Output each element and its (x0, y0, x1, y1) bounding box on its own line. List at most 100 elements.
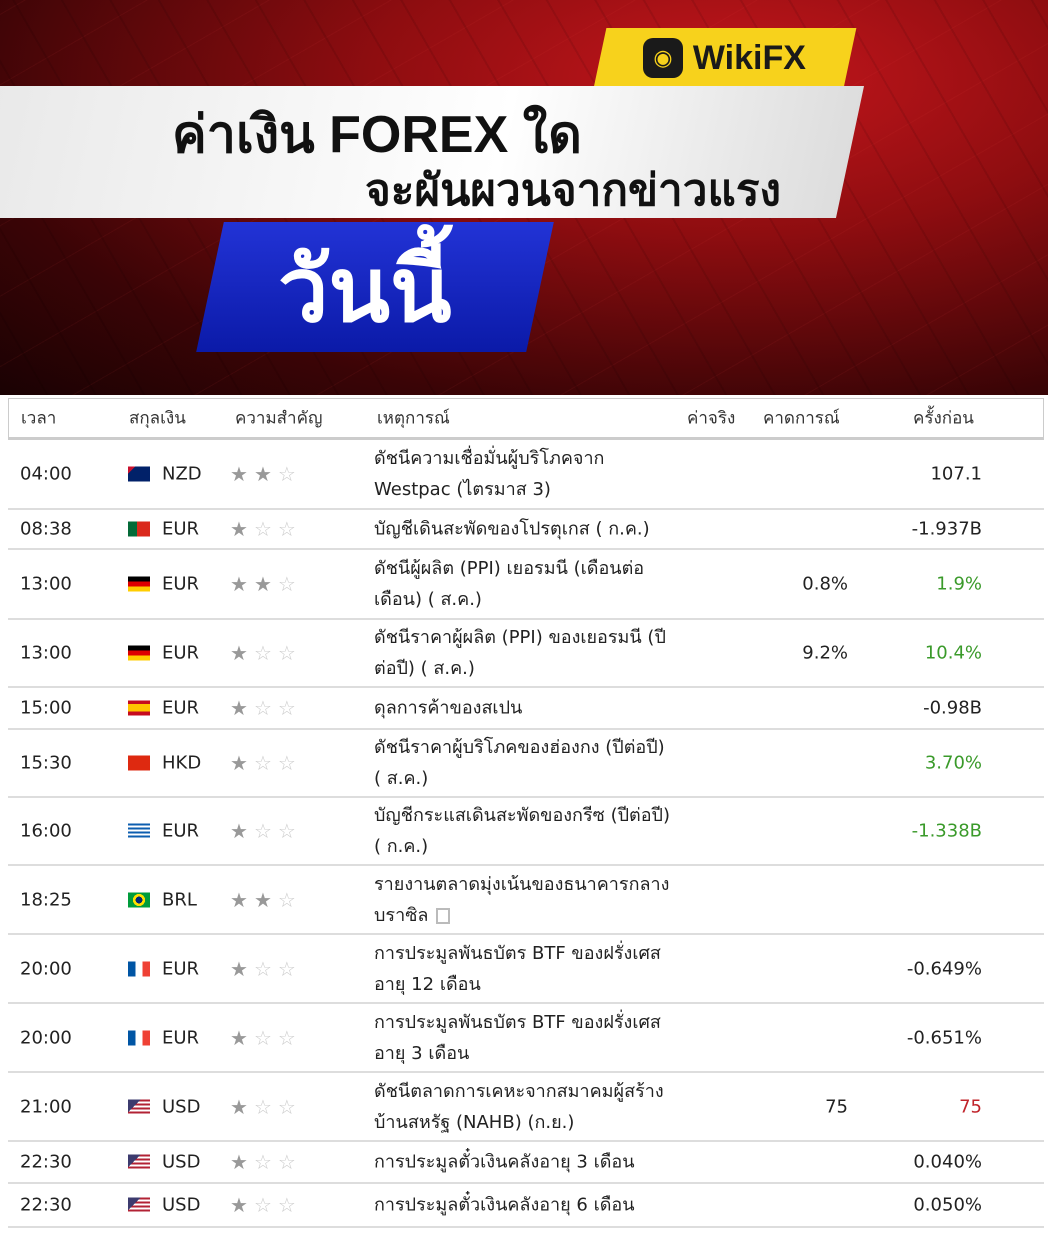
table-row[interactable]: 15:30 HKD ★☆☆ ดัชนีราคาผู้บริโภคของฮ่องก… (8, 730, 1044, 798)
previous-value: 10.4% (924, 642, 982, 664)
header-time: เวลา (21, 408, 57, 429)
banner-title-line2: จะผันผวนจากข่าวแรง (365, 166, 781, 215)
star-empty-icon: ☆ (277, 956, 302, 981)
importance-stars: ★☆☆ (230, 641, 302, 665)
star-empty-icon: ☆ (277, 1193, 302, 1217)
star-empty-icon: ☆ (253, 819, 278, 843)
table-row[interactable]: 22:30 USD ★☆☆ การประมูลตั๋วเงินคลังอายุ … (8, 1142, 1044, 1184)
event-text: การประมูลตั๋วเงินคลังอายุ 3 เดือน (374, 1151, 635, 1173)
event-time: 20:00 (20, 1027, 72, 1048)
document-icon[interactable] (436, 907, 451, 924)
table-row[interactable]: 16:00 EUR ★☆☆ บัญชีกระแสเดินสะพัดของกรีซ… (8, 798, 1044, 866)
table-row[interactable]: 20:00 EUR ★☆☆ การประมูลพันธบัตร BTF ของฝ… (8, 1004, 1044, 1073)
event-name[interactable]: รายงานตลาดมุ่งเน้นของธนาคารกลางบราซิล (374, 869, 674, 931)
flag-nz-icon (128, 466, 150, 482)
star-empty-icon: ☆ (253, 956, 278, 981)
forecast-value: 75 (825, 1096, 848, 1117)
event-name[interactable]: บัญชีกระแสเดินสะพัดของกรีซ (ปีต่อปี) ( ก… (374, 800, 674, 862)
star-filled-icon: ★ (230, 1193, 254, 1217)
star-empty-icon: ☆ (277, 1025, 302, 1050)
currency-code: EUR (162, 958, 200, 979)
table-row[interactable]: 22:30 USD ★☆☆ การประมูลตั๋วเงินคลังอายุ … (8, 1184, 1044, 1228)
event-text: รายงานตลาดมุ่งเน้นของธนาคารกลางบราซิล (374, 873, 670, 926)
table-row[interactable]: 13:00 EUR ★★☆ ดัชนีผู้ผลิต (PPI) เยอรมนี… (8, 550, 1044, 620)
currency-code: HKD (162, 752, 202, 774)
event-name[interactable]: การประมูลตั๋วเงินคลังอายุ 6 เดือน (374, 1190, 674, 1221)
today-label: วันนี้ (278, 241, 452, 341)
previous-value: -1.937B (911, 518, 982, 540)
star-filled-icon: ★ (230, 462, 254, 486)
star-empty-icon: ☆ (277, 1150, 302, 1174)
event-name[interactable]: ดัชนีผู้ผลิต (PPI) เยอรมนี (เดือนต่อเดือ… (374, 553, 674, 615)
star-filled-icon: ★ (230, 1025, 254, 1050)
flag-de-icon (128, 576, 150, 592)
importance-stars: ★☆☆ (230, 1193, 302, 1217)
currency-code: USD (162, 1194, 201, 1216)
event-time: 04:00 (20, 463, 72, 485)
previous-value: 75 (959, 1096, 982, 1117)
table-row[interactable]: 13:00 EUR ★☆☆ ดัชนีราคาผู้ผลิต (PPI) ของ… (8, 620, 1044, 688)
previous-value: -0.651% (906, 1027, 982, 1048)
forecast-value: 0.8% (802, 573, 848, 595)
event-text: ดัชนีราคาผู้บริโภคของฮ่องกง (ปีต่อปี) ( … (374, 737, 665, 789)
star-empty-icon: ☆ (277, 819, 302, 843)
event-time: 21:00 (20, 1096, 72, 1117)
header-event: เหตุการณ์ (377, 408, 450, 429)
flag-de-icon (128, 645, 150, 661)
previous-value: -0.98B (923, 697, 982, 719)
star-filled-icon: ★ (253, 462, 278, 486)
importance-stars: ★☆☆ (230, 751, 302, 775)
star-empty-icon: ☆ (277, 887, 302, 912)
flag-fr-icon (128, 961, 150, 976)
star-empty-icon: ☆ (253, 696, 278, 720)
table-row[interactable]: 04:00 NZD ★★☆ ดัชนีความเชื่อมั่นผู้บริโภ… (8, 440, 1044, 510)
importance-stars: ★★☆ (230, 888, 302, 912)
event-name[interactable]: การประมูลพันธบัตร BTF ของฝรั่งเศสอายุ 3 … (374, 1007, 674, 1069)
event-name[interactable]: ดัชนีราคาผู้บริโภคของฮ่องกง (ปีต่อปี) ( … (374, 732, 674, 794)
previous-value: -1.338B (911, 820, 982, 842)
event-text: ดัชนีตลาดการเคหะจากสมาคมผู้สร้างบ้านสหรั… (374, 1080, 664, 1133)
importance-stars: ★☆☆ (230, 1026, 302, 1050)
event-name[interactable]: ดัชนีราคาผู้ผลิต (PPI) ของเยอรมนี (ปีต่อ… (374, 622, 674, 684)
currency-code: EUR (162, 573, 200, 595)
event-text: บัญชีกระแสเดินสะพัดของกรีซ (ปีต่อปี) ( ก… (374, 805, 670, 857)
economic-calendar-table: เวลา สกุลเงิน ความสำคัญ เหตุการณ์ ค่าจริ… (8, 398, 1044, 1228)
star-filled-icon: ★ (230, 696, 254, 720)
event-time: 18:25 (20, 889, 72, 910)
event-name[interactable]: ดุลการค้าของสเปน (374, 693, 674, 724)
importance-stars: ★☆☆ (230, 1095, 302, 1119)
star-filled-icon: ★ (230, 819, 254, 843)
star-empty-icon: ☆ (277, 462, 302, 486)
star-empty-icon: ☆ (253, 1150, 278, 1174)
table-row[interactable]: 20:00 EUR ★☆☆ การประมูลพันธบัตร BTF ของฝ… (8, 935, 1044, 1004)
flag-us-icon (128, 1197, 150, 1213)
table-row[interactable]: 18:25 BRL ★★☆ รายงานตลาดมุ่งเน้นของธนาคา… (8, 866, 1044, 935)
star-filled-icon: ★ (230, 1150, 254, 1174)
previous-value: 1.9% (936, 573, 982, 595)
star-filled-icon: ★ (230, 572, 254, 596)
importance-stars: ★☆☆ (230, 819, 302, 843)
currency-code: EUR (162, 518, 200, 540)
table-row[interactable]: 15:00 EUR ★☆☆ ดุลการค้าของสเปน -0.98B (8, 688, 1044, 730)
event-name[interactable]: การประมูลพันธบัตร BTF ของฝรั่งเศสอายุ 12… (374, 938, 674, 1000)
star-empty-icon: ☆ (253, 1094, 278, 1119)
importance-stars: ★☆☆ (230, 517, 302, 541)
event-name[interactable]: การประมูลตั๋วเงินคลังอายุ 3 เดือน (374, 1147, 674, 1178)
event-text: การประมูลตั๋วเงินคลังอายุ 6 เดือน (374, 1194, 635, 1216)
star-filled-icon: ★ (230, 1094, 254, 1119)
event-name[interactable]: บัญชีเดินสะพัดของโปรตุเกส ( ก.ค.) (374, 514, 674, 545)
star-filled-icon: ★ (230, 956, 254, 981)
star-empty-icon: ☆ (253, 751, 278, 775)
table-row[interactable]: 08:38 EUR ★☆☆ บัญชีเดินสะพัดของโปรตุเกส … (8, 510, 1044, 550)
header-actual: ค่าจริง (687, 408, 736, 429)
logo-text: WikiFX (693, 38, 807, 77)
star-empty-icon: ☆ (277, 517, 302, 541)
event-name[interactable]: ดัชนีความเชื่อมั่นผู้บริโภคจาก Westpac (… (374, 443, 674, 505)
star-empty-icon: ☆ (277, 751, 302, 775)
flag-hk-icon (128, 755, 150, 771)
table-row[interactable]: 21:00 USD ★☆☆ ดัชนีตลาดการเคหะจากสมาคมผู… (8, 1073, 1044, 1142)
currency-code: USD (162, 1096, 201, 1117)
previous-value: 0.040% (913, 1151, 982, 1173)
event-name[interactable]: ดัชนีตลาดการเคหะจากสมาคมผู้สร้างบ้านสหรั… (374, 1076, 674, 1138)
event-text: การประมูลพันธบัตร BTF ของฝรั่งเศสอายุ 12… (374, 942, 661, 995)
